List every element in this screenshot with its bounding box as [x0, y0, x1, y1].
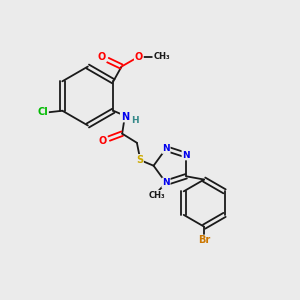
Text: N: N [121, 112, 129, 122]
Text: N: N [162, 178, 170, 187]
Text: H: H [131, 116, 139, 125]
Text: CH₃: CH₃ [153, 52, 170, 61]
Text: O: O [98, 136, 107, 146]
Text: N: N [162, 144, 170, 153]
Text: N: N [182, 151, 190, 160]
Text: CH₃: CH₃ [148, 191, 165, 200]
Text: S: S [136, 155, 143, 165]
Text: O: O [98, 52, 106, 62]
Text: O: O [135, 52, 143, 62]
Text: Br: Br [198, 236, 210, 245]
Text: Cl: Cl [37, 107, 48, 117]
